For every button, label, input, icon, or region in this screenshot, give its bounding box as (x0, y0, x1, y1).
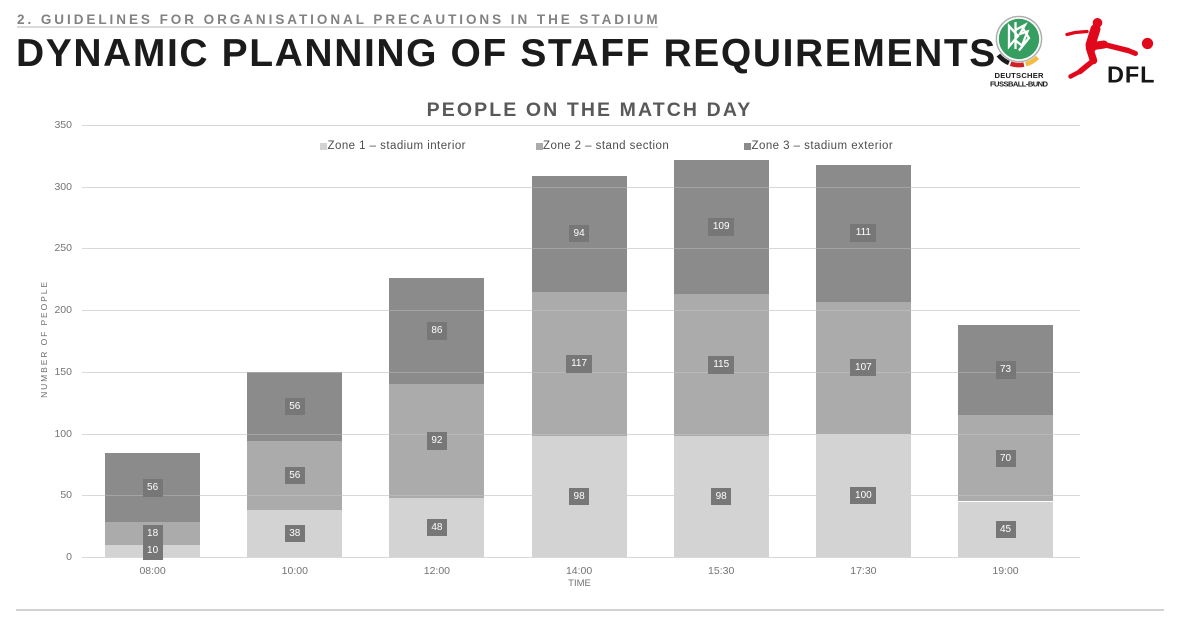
svg-text:FUSSBALL-BUND: FUSSBALL-BUND (990, 80, 1049, 89)
svg-text:DEUTSCHER: DEUTSCHER (995, 71, 1045, 80)
svg-text:DFL: DFL (1107, 61, 1155, 87)
